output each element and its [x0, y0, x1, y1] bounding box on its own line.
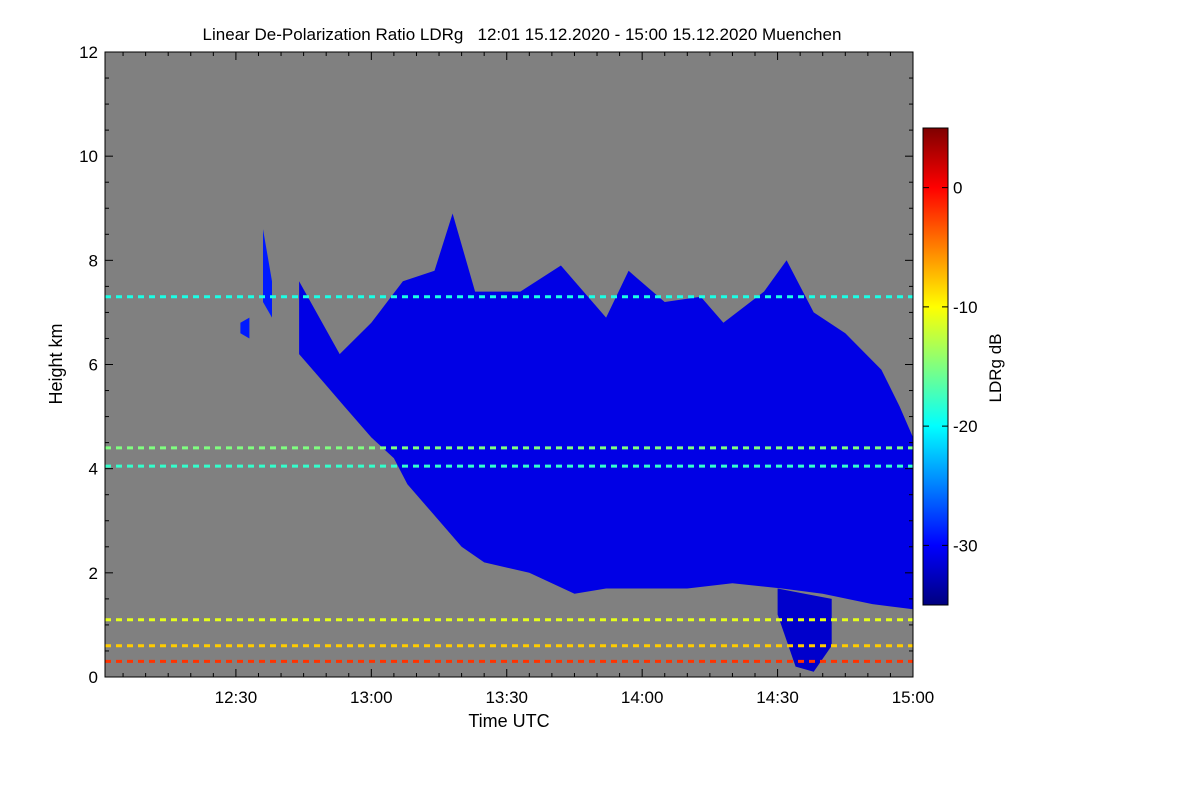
thin-layers [105, 295, 913, 663]
x-tick-label: 14:30 [756, 688, 799, 707]
cloud-region [263, 229, 272, 318]
cloud-region [240, 317, 250, 339]
colorbar-tick-label: -20 [953, 417, 978, 436]
colorbar: 0 -10 -20 -30 LDRg dB [922, 127, 1005, 606]
x-tick-label: 13:00 [350, 688, 393, 707]
cloud-regions [240, 213, 913, 672]
colorbar-tick-label: 0 [953, 179, 962, 198]
x-tick-label: 15:00 [892, 688, 935, 707]
x-tick-label: 13:30 [485, 688, 528, 707]
y-axis-label: Height km [46, 323, 66, 404]
colorbar-tick-label: -30 [953, 536, 978, 555]
y-tick-label: 10 [79, 147, 98, 166]
colorbar-tick-label: -10 [953, 298, 978, 317]
y-tick-label: 4 [89, 460, 98, 479]
x-tick-label: 14:00 [621, 688, 664, 707]
x-tick-label: 12:30 [215, 688, 258, 707]
cloud-region [299, 213, 913, 610]
colorbar-label: LDRg dB [986, 334, 1005, 403]
y-tick-label: 8 [89, 251, 98, 270]
x-axis-label: Time UTC [468, 711, 549, 731]
y-tick-label: 6 [89, 356, 98, 375]
y-tick-label: 12 [79, 43, 98, 62]
chart-title: Linear De-Polarization Ratio LDRg 12:01 … [203, 25, 842, 44]
colorbar-ticks: 0 -10 -20 -30 [923, 179, 978, 555]
cloud-region [777, 588, 832, 672]
y-tick-label: 2 [89, 564, 98, 583]
x-axis: 12:30 13:00 13:30 14:00 14:30 15:00 [122, 52, 935, 707]
y-tick-label: 0 [89, 668, 98, 687]
plot-area [104, 51, 914, 678]
y-axis: 0 2 4 6 8 10 12 [79, 43, 913, 687]
colorbar-strip [922, 127, 949, 606]
